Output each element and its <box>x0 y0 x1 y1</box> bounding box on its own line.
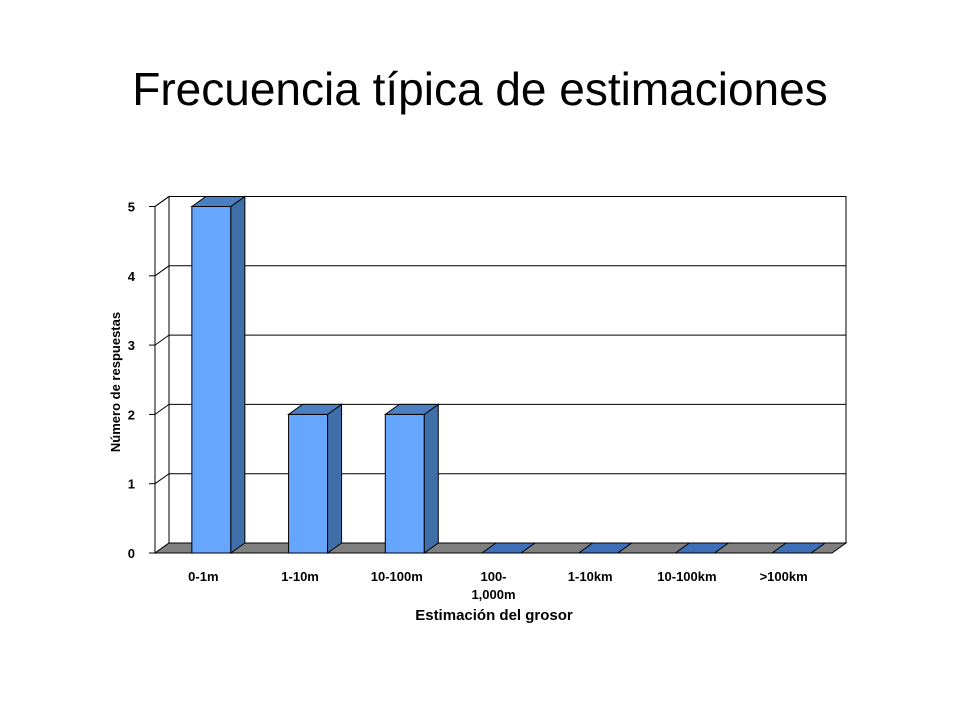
bar-side <box>230 195 246 554</box>
bar-top <box>190 196 247 207</box>
back-wall <box>168 196 847 544</box>
x-tick-label: 10-100m <box>371 569 423 584</box>
bar-front <box>191 206 232 554</box>
y-tick-label: 0 <box>128 546 135 561</box>
bar <box>770 542 827 554</box>
chart-gridlines <box>154 196 846 485</box>
chart-bars <box>190 195 827 554</box>
x-tick-label: 1,000m <box>471 587 515 602</box>
bar <box>383 403 440 554</box>
y-tick-label: 2 <box>128 407 135 422</box>
y-tick-label: 4 <box>128 269 136 284</box>
y-axis-label: Número de respuestas <box>108 312 123 452</box>
bar-top <box>673 542 730 554</box>
x-tick-label: 100- <box>480 569 506 584</box>
bar <box>673 542 730 554</box>
x-axis-label: Estimación del grosor <box>415 607 573 624</box>
bar <box>480 542 537 554</box>
x-axis-ticks: 0-1m 1-10m 10-100m 100- 1,000m 1-10km 10-100km… <box>188 569 808 602</box>
bar-side <box>327 403 343 554</box>
gridline <box>154 403 846 415</box>
bar-front <box>384 413 425 554</box>
x-tick-label: 10-100km <box>657 569 716 584</box>
side-wall <box>154 195 170 554</box>
bar <box>190 195 247 554</box>
bar-top <box>770 542 827 554</box>
bar-top <box>287 403 344 415</box>
gridline <box>154 473 846 485</box>
bar-top <box>383 403 440 415</box>
chart-walls <box>154 195 847 554</box>
bar <box>287 403 344 554</box>
x-tick-label: 1-10m <box>281 569 319 584</box>
x-tick-label: 1-10km <box>568 569 613 584</box>
slide-title: Frecuencia típica de estimaciones <box>132 63 828 115</box>
x-tick-label: 0-1m <box>188 569 218 584</box>
bar-top <box>577 542 634 554</box>
gridline <box>154 265 846 277</box>
y-tick-label: 5 <box>128 200 135 215</box>
gridline <box>154 334 846 346</box>
bar <box>577 542 634 554</box>
bar-front <box>288 413 329 554</box>
bar-top <box>480 542 537 554</box>
y-tick-label: 3 <box>128 338 135 353</box>
y-axis-ticks: 0 1 2 3 4 5 <box>128 200 155 561</box>
x-tick-label: >100km <box>760 569 808 584</box>
bar-side <box>423 403 439 554</box>
y-tick-label: 1 <box>128 477 135 492</box>
gridline <box>154 196 846 207</box>
